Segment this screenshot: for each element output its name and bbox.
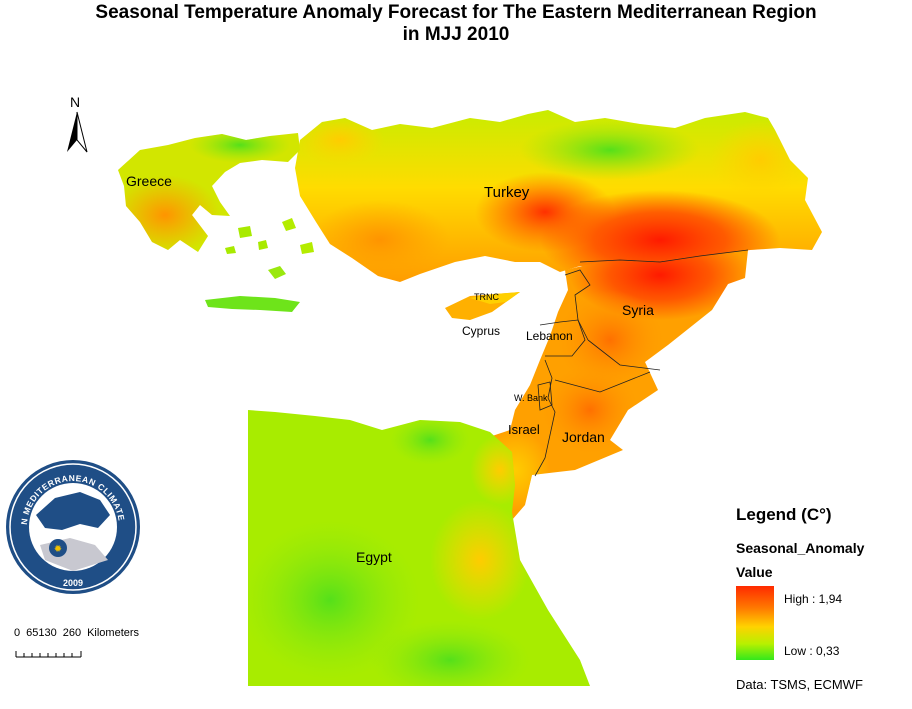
- north-arrow-icon: [67, 111, 88, 153]
- svg-text:★: ★: [122, 571, 129, 580]
- greece-region: [118, 133, 314, 312]
- cyprus-region: [445, 292, 520, 320]
- scale-labels: 0 65130 260 Kilometers: [14, 627, 145, 639]
- scale-tick-2: 260: [62, 627, 82, 639]
- label-lebanon: Lebanon: [526, 329, 573, 343]
- label-west-bank: W. Bank: [514, 393, 548, 403]
- legend-color-ramp: [736, 586, 774, 660]
- map-title-line2: in MJJ 2010: [402, 24, 510, 45]
- emcc-logo: ✹ ★ ★ EASTERN MEDITERRANEAN CLIMATE CENT…: [0, 0, 140, 594]
- scale-tick-1: 65130: [26, 627, 57, 639]
- egypt-region: [248, 410, 590, 686]
- levant-region: [480, 249, 749, 520]
- map-title-line1: Seasonal Temperature Anomaly Forecast fo…: [95, 2, 817, 23]
- legend-field-name: Seasonal_Anomaly: [736, 540, 865, 556]
- scale-bar: [15, 651, 82, 658]
- legend-value-label: Value: [736, 564, 773, 580]
- label-jordan: Jordan: [562, 429, 605, 445]
- svg-text:★: ★: [16, 571, 23, 580]
- scale-tick-0: 0: [14, 627, 21, 639]
- label-trnc: TRNC: [474, 292, 499, 302]
- scale-unit: Kilometers: [87, 627, 140, 639]
- label-greece: Greece: [126, 173, 172, 189]
- label-syria: Syria: [622, 302, 654, 318]
- legend-low-label: Low : 0,33: [784, 644, 840, 658]
- data-credits: Data: TSMS, ECMWF: [736, 677, 863, 692]
- logo-ring-text: EASTERN MEDITERRANEAN CLIMATE CENTRE: [0, 0, 127, 525]
- legend-high-label: High : 1,94: [784, 592, 843, 606]
- logo-year: 2009: [63, 578, 83, 588]
- label-turkey: Turkey: [484, 184, 530, 201]
- legend-title: Legend (C°): [736, 505, 832, 524]
- svg-text:✹: ✹: [54, 544, 62, 555]
- north-label: N: [70, 94, 81, 110]
- label-israel: Israel: [508, 422, 540, 437]
- label-cyprus: Cyprus: [462, 324, 500, 338]
- label-egypt: Egypt: [356, 549, 392, 565]
